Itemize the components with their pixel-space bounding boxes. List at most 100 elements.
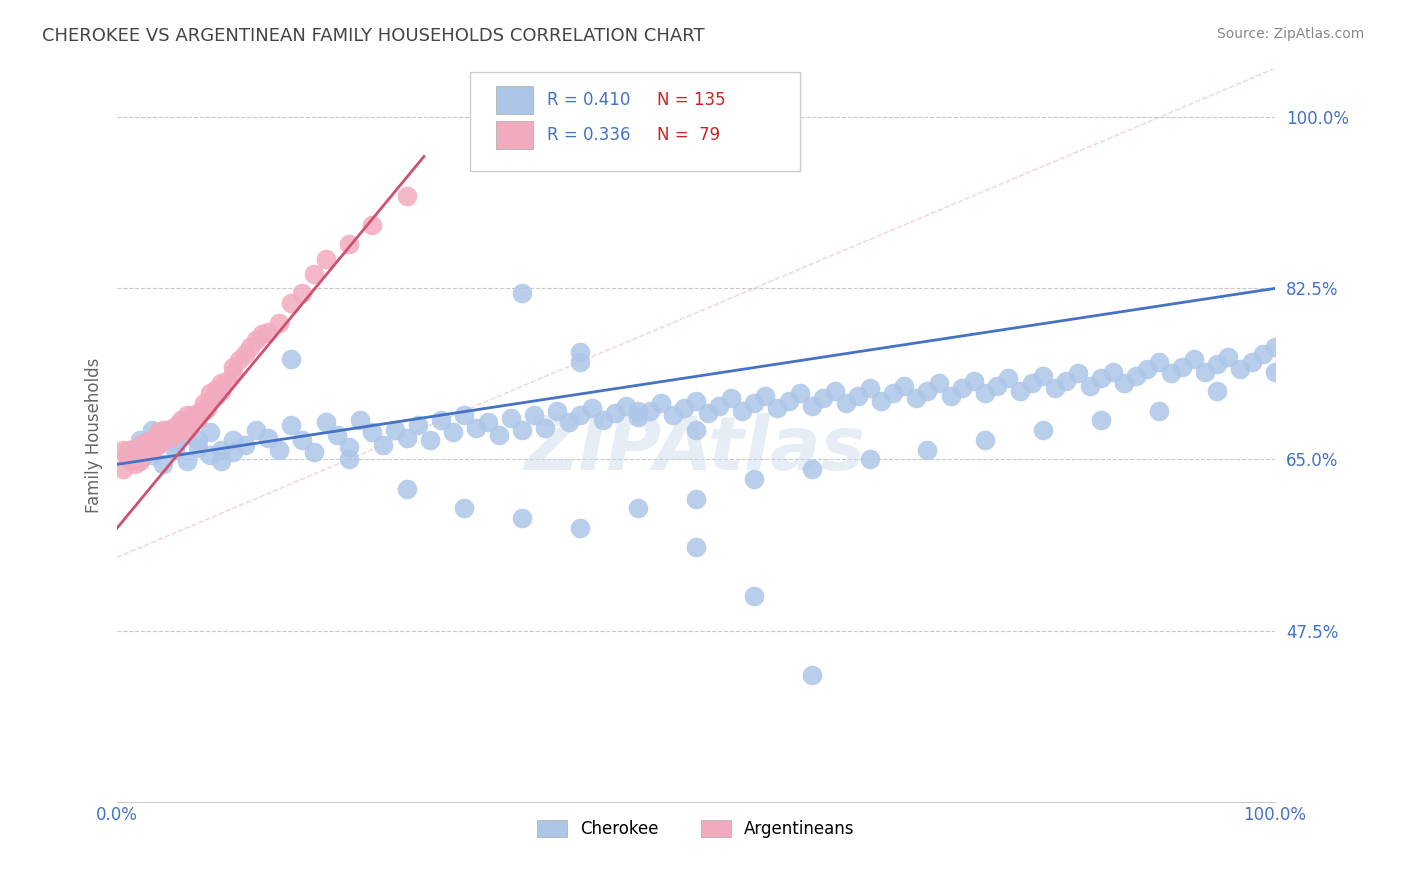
Point [124,442,146,457]
Point [256,431,278,445]
Point [569,345,592,359]
Point [1264,340,1286,354]
Point [135,442,157,457]
Point [115,448,138,462]
Point [510,423,533,437]
Point [135,444,157,458]
Point [1043,381,1066,395]
Text: R = 0.410: R = 0.410 [547,91,630,109]
Point [145,431,167,445]
Point [360,218,382,232]
Text: R = 0.336: R = 0.336 [547,127,630,145]
Point [146,438,169,452]
Point [1101,364,1123,378]
Point [187,406,209,420]
Point [152,458,174,472]
Point [616,399,638,413]
Point [176,454,198,468]
Point [1205,357,1227,371]
Point [209,454,232,468]
Point [118,442,141,457]
Point [337,237,360,252]
Point [176,415,198,429]
Point [209,442,232,457]
Point [534,421,557,435]
Point [245,423,267,437]
Point [1114,376,1136,391]
Point [118,442,141,457]
Point [187,433,209,447]
Point [685,491,707,506]
Point [198,448,221,462]
Point [157,425,180,439]
Point [1218,350,1240,364]
Point [302,444,325,458]
Point [950,381,973,395]
Point [121,448,143,462]
Point [129,454,152,468]
Point [124,452,146,467]
Point [499,411,522,425]
Point [233,347,256,361]
Point [673,401,696,415]
Point [250,327,273,342]
Point [569,521,592,535]
Point [858,381,880,395]
Point [754,389,776,403]
Point [193,403,215,417]
Point [204,389,226,403]
Point [120,454,142,468]
Point [118,452,141,467]
Point [685,541,707,555]
Point [917,384,939,398]
Point [156,423,179,437]
Point [1171,359,1194,374]
Point [129,452,152,467]
Point [291,433,314,447]
Point [280,296,302,310]
Text: N =  79: N = 79 [657,127,720,145]
Point [135,434,157,449]
Point [1182,351,1205,366]
Point [337,440,360,454]
Point [546,403,568,417]
Point [1160,367,1182,381]
Point [152,431,174,445]
Point [789,386,811,401]
Point [184,409,207,423]
Point [326,428,349,442]
Point [824,384,846,398]
Point [239,340,262,354]
Point [465,421,488,435]
Point [592,413,614,427]
Point [190,403,212,417]
Point [1251,347,1274,361]
Point [569,355,592,369]
Point [627,410,650,425]
Point [963,374,986,388]
Point [181,415,204,429]
Point [1032,423,1054,437]
Point [1090,371,1112,385]
Point [928,376,950,391]
Point [152,433,174,447]
Point [650,396,672,410]
Point [997,371,1019,385]
Point [882,386,904,401]
Point [1090,413,1112,427]
Point [1147,403,1170,417]
Point [1067,367,1090,381]
Point [1054,374,1077,388]
Point [302,267,325,281]
Point [152,431,174,445]
Point [800,399,823,413]
Point [707,399,730,413]
FancyBboxPatch shape [496,87,533,114]
Point [986,379,1008,393]
Point [256,326,278,340]
Point [245,333,267,347]
Point [179,411,201,425]
Point [141,433,163,447]
Point [373,438,395,452]
Point [360,425,382,439]
